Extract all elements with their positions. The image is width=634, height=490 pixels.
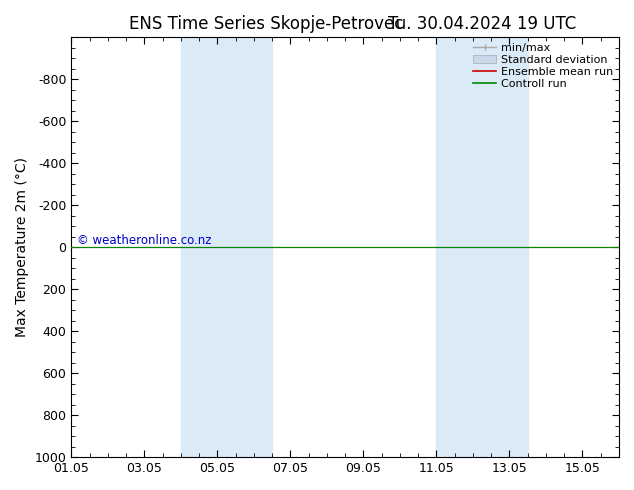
Y-axis label: Max Temperature 2m (°C): Max Temperature 2m (°C) (15, 157, 29, 337)
Text: © weatheronline.co.nz: © weatheronline.co.nz (77, 234, 211, 247)
Legend: min/max, Standard deviation, Ensemble mean run, Controll run: min/max, Standard deviation, Ensemble me… (470, 39, 617, 93)
Text: ENS Time Series Skopje-Petrovec: ENS Time Series Skopje-Petrovec (129, 15, 403, 33)
Text: Tu. 30.04.2024 19 UTC: Tu. 30.04.2024 19 UTC (388, 15, 576, 33)
Bar (181, 37, 272, 457)
Bar (436, 37, 527, 457)
